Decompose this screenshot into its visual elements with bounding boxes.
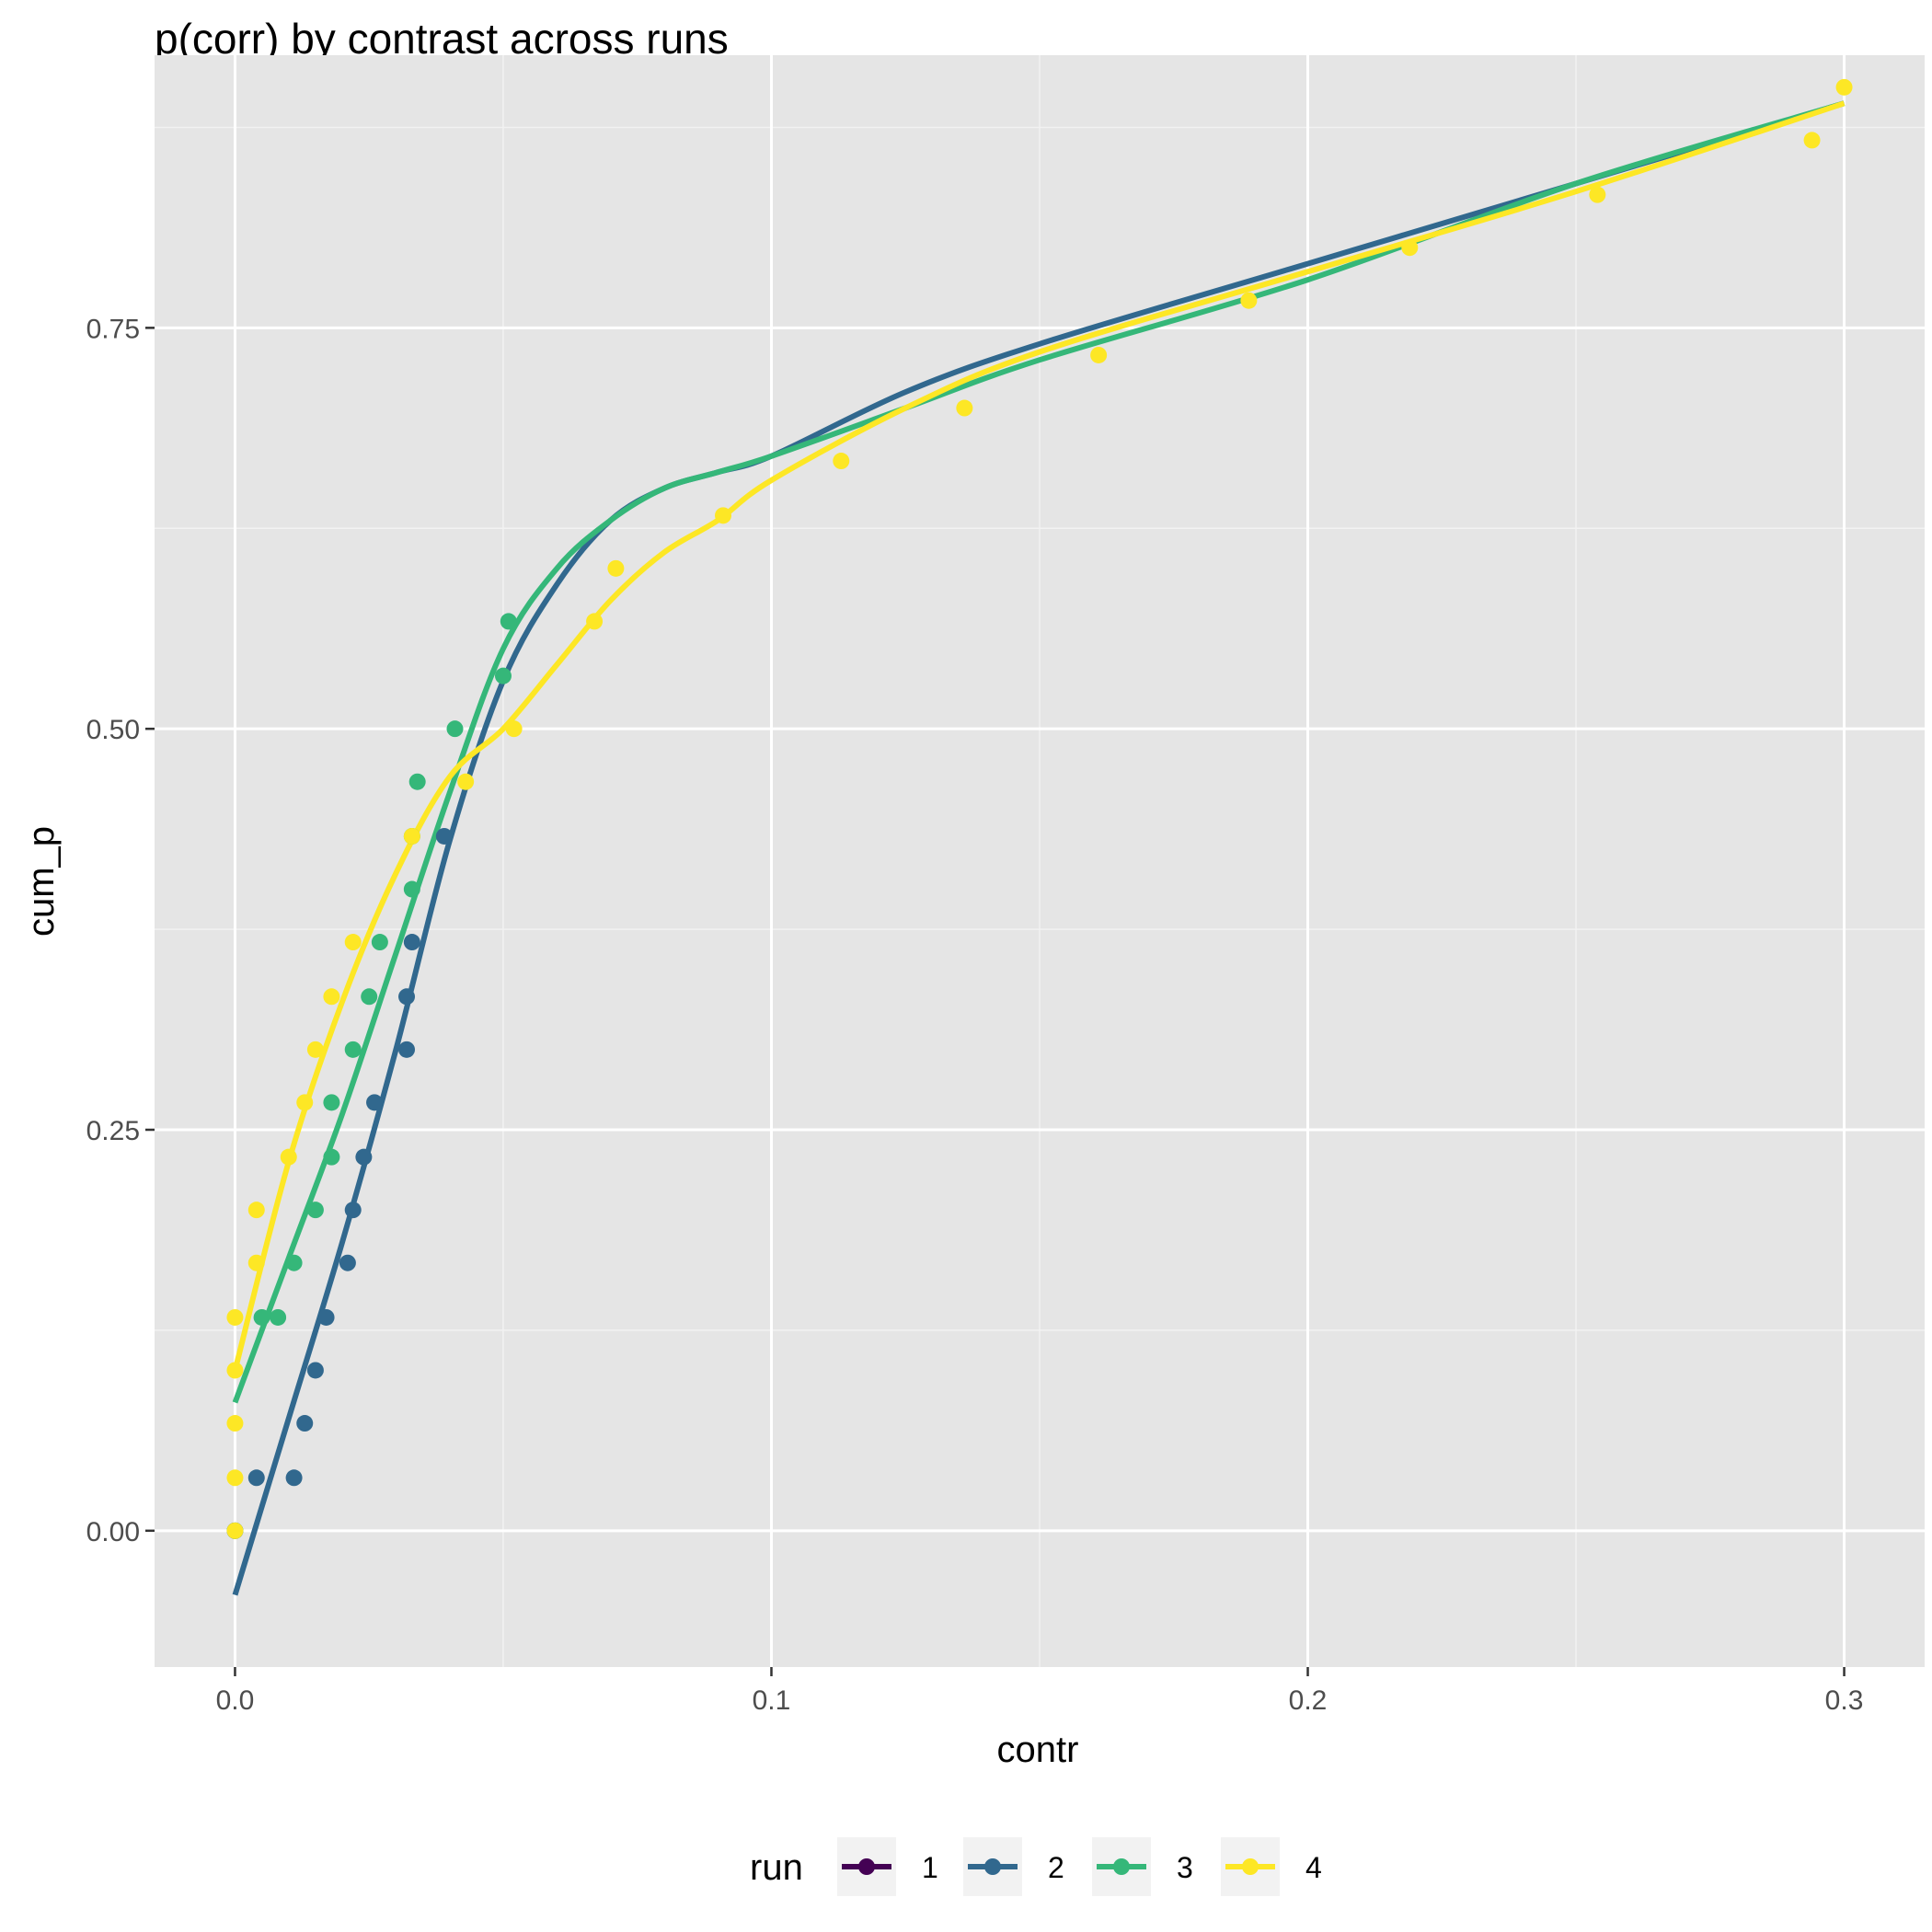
data-point-run-4 <box>226 1415 244 1432</box>
data-point-run-4 <box>280 1148 297 1166</box>
data-point-run-4 <box>1589 186 1606 203</box>
legend: run 1 2 3 4 <box>750 1837 1322 1896</box>
legend-key-point-run-2 <box>984 1858 1001 1875</box>
data-point-run-2 <box>296 1415 314 1432</box>
smooth-line-run-3 <box>232 100 1846 1404</box>
legend-key-point-run-1 <box>858 1858 875 1875</box>
data-point-run-4 <box>1803 132 1821 149</box>
smooth-lines <box>232 100 1846 1596</box>
legend-label-run-2: 2 <box>1048 1851 1064 1884</box>
data-point-run-4 <box>1401 239 1419 257</box>
legend-title: run <box>750 1847 803 1888</box>
legend-label-run-4: 4 <box>1305 1851 1322 1884</box>
data-point-run-3 <box>253 1308 270 1326</box>
data-point-run-4 <box>247 1202 265 1219</box>
data-point-run-4 <box>247 1254 265 1271</box>
data-point-run-3 <box>270 1308 287 1326</box>
legend-key-point-run-4 <box>1242 1858 1259 1875</box>
chart-title: p(corr) by contrast across runs <box>155 15 729 63</box>
smooth-line-run-4 <box>232 100 1846 1372</box>
data-point-run-4 <box>715 507 732 524</box>
data-point-run-2 <box>247 1469 265 1487</box>
data-point-run-2 <box>317 1308 335 1326</box>
data-point-run-3 <box>323 1094 340 1111</box>
data-point-run-4 <box>296 1094 314 1111</box>
y-axis-title: cum_p <box>21 826 62 937</box>
data-point-run-3 <box>403 880 420 898</box>
data-point-run-3 <box>371 934 388 951</box>
data-point-run-3 <box>361 988 378 1006</box>
legend-label-run-3: 3 <box>1177 1851 1193 1884</box>
data-points <box>226 78 1853 1539</box>
data-point-run-3 <box>344 1041 362 1058</box>
data-point-run-2 <box>398 988 416 1006</box>
data-point-run-4 <box>323 988 340 1006</box>
data-point-run-4 <box>956 399 973 417</box>
y-tick-label: 0.75 <box>86 314 140 344</box>
data-point-run-4 <box>607 559 625 577</box>
y-tick-label: 0.00 <box>86 1517 140 1547</box>
legend-label-run-1: 1 <box>922 1851 938 1884</box>
data-point-run-4 <box>403 827 420 845</box>
data-point-run-4 <box>1090 346 1108 363</box>
data-point-run-2 <box>339 1254 356 1271</box>
data-point-run-2 <box>344 1202 362 1219</box>
data-point-run-2 <box>355 1148 373 1166</box>
data-point-run-3 <box>285 1254 303 1271</box>
data-point-run-4 <box>1240 292 1258 309</box>
data-point-run-2 <box>366 1094 384 1111</box>
x-tick-label: 0.3 <box>1825 1685 1864 1716</box>
data-point-run-2 <box>285 1469 303 1487</box>
x-axis-title: contr <box>997 1730 1079 1770</box>
axes: 0.0 0.1 0.2 0.3 0.00 0.25 0.50 0.75 <box>86 314 1864 1716</box>
y-tick-label: 0.50 <box>86 715 140 745</box>
data-point-run-4 <box>1835 78 1853 96</box>
data-point-run-2 <box>306 1362 324 1379</box>
data-point-run-4 <box>226 1362 244 1379</box>
data-point-run-3 <box>408 773 426 790</box>
data-point-run-3 <box>446 720 464 738</box>
data-point-run-4 <box>226 1522 244 1539</box>
data-point-run-3 <box>306 1202 324 1219</box>
x-tick-label: 0.1 <box>753 1685 791 1716</box>
data-point-run-2 <box>435 827 453 845</box>
data-point-run-3 <box>323 1148 340 1166</box>
data-point-run-4 <box>226 1469 244 1487</box>
data-point-run-4 <box>306 1041 324 1058</box>
data-point-run-2 <box>403 934 420 951</box>
x-tick-label: 0.2 <box>1289 1685 1328 1716</box>
data-point-run-4 <box>833 453 850 470</box>
data-point-run-4 <box>505 720 523 738</box>
data-point-run-3 <box>494 667 512 684</box>
legend-key-point-run-3 <box>1113 1858 1130 1875</box>
data-point-run-4 <box>457 773 475 790</box>
data-point-run-4 <box>226 1308 244 1326</box>
y-tick-label: 0.25 <box>86 1116 140 1146</box>
data-point-run-2 <box>398 1041 416 1058</box>
data-point-run-4 <box>586 613 604 630</box>
data-point-run-3 <box>500 613 517 630</box>
x-tick-label: 0.0 <box>216 1685 255 1716</box>
data-point-run-4 <box>344 934 362 951</box>
